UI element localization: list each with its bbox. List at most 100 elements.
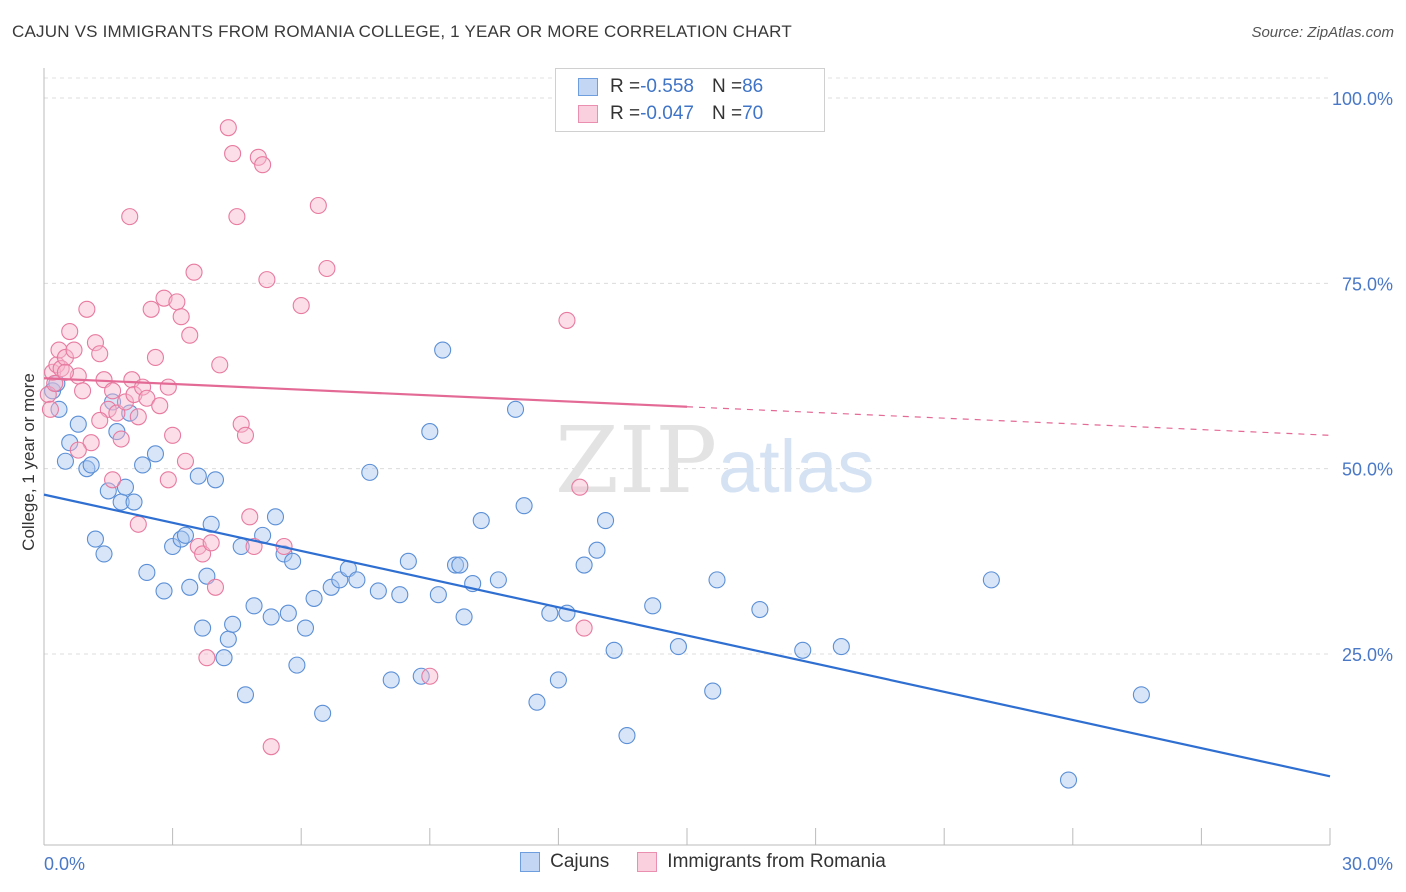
data-point-cajuns bbox=[134, 456, 152, 474]
grid-lines bbox=[44, 77, 1330, 655]
legend-swatch-cajuns bbox=[578, 78, 598, 96]
data-point-romania bbox=[121, 208, 139, 226]
data-point-romania bbox=[138, 389, 156, 407]
y-tick-label: 100.0% bbox=[1332, 89, 1393, 109]
data-point-cajuns bbox=[194, 619, 212, 637]
legend-n-label: N = bbox=[711, 103, 743, 124]
data-point-romania bbox=[575, 619, 593, 637]
data-point-cajuns bbox=[451, 556, 469, 574]
data-point-romania bbox=[159, 378, 177, 396]
data-point-cajuns bbox=[382, 671, 400, 689]
data-point-romania bbox=[254, 156, 272, 174]
data-point-romania bbox=[318, 259, 336, 278]
data-point-cajuns bbox=[82, 456, 100, 474]
data-point-cajuns bbox=[164, 537, 182, 556]
data-point-cajuns bbox=[245, 597, 263, 615]
data-point-cajuns bbox=[421, 423, 439, 441]
data-point-romania bbox=[172, 308, 190, 326]
y-tick-label: 25.0% bbox=[1342, 645, 1393, 665]
data-point-romania bbox=[74, 382, 92, 400]
data-point-romania bbox=[558, 311, 576, 329]
data-point-romania bbox=[65, 341, 83, 359]
data-point-romania bbox=[176, 452, 195, 470]
data-point-romania bbox=[125, 385, 143, 404]
legend-item-romania[interactable]: Immigrants from Romania bbox=[637, 851, 886, 873]
x-tick-label: 0.0% bbox=[44, 854, 85, 874]
data-point-cajuns bbox=[99, 482, 117, 500]
x-tick-label: 30.0% bbox=[1342, 854, 1393, 874]
data-point-cajuns bbox=[549, 671, 567, 689]
data-point-cajuns bbox=[446, 556, 465, 574]
data-point-romania bbox=[78, 300, 96, 318]
data-point-cajuns bbox=[669, 638, 687, 656]
data-point-romania bbox=[82, 434, 100, 452]
data-point-cajuns bbox=[1132, 686, 1150, 704]
data-point-cajuns bbox=[61, 434, 79, 452]
source-label: Source: ZipAtlas.com bbox=[1251, 24, 1394, 41]
legend-label-romania: Immigrants from Romania bbox=[667, 851, 886, 872]
data-point-cajuns bbox=[794, 641, 812, 659]
data-point-cajuns bbox=[279, 604, 297, 622]
data-point-romania bbox=[168, 293, 186, 311]
data-point-cajuns bbox=[50, 400, 68, 418]
data-point-romania bbox=[571, 478, 589, 496]
data-point-cajuns bbox=[146, 445, 165, 463]
data-point-cajuns bbox=[361, 463, 379, 481]
data-point-romania bbox=[142, 300, 160, 318]
data-point-cajuns bbox=[215, 649, 233, 667]
data-point-romania bbox=[104, 471, 122, 489]
data-point-cajuns bbox=[708, 571, 726, 589]
data-point-cajuns bbox=[219, 630, 237, 648]
data-point-cajuns bbox=[575, 556, 593, 574]
data-point-romania bbox=[129, 408, 147, 426]
data-point-cajuns bbox=[399, 552, 417, 570]
data-point-cajuns bbox=[288, 656, 306, 674]
data-point-romania bbox=[41, 400, 59, 418]
legend-swatch-romania bbox=[578, 105, 598, 123]
data-point-cajuns bbox=[275, 545, 293, 563]
data-point-romania bbox=[241, 508, 259, 526]
data-point-cajuns bbox=[391, 586, 409, 604]
data-point-cajuns bbox=[176, 526, 195, 544]
data-point-cajuns bbox=[644, 597, 662, 615]
y-tick-label: 50.0% bbox=[1342, 460, 1393, 480]
data-point-romania bbox=[112, 430, 130, 448]
data-point-cajuns bbox=[982, 571, 1000, 589]
data-point-cajuns bbox=[181, 578, 199, 596]
data-point-cajuns bbox=[305, 589, 323, 607]
data-point-romania bbox=[309, 196, 327, 215]
data-point-romania bbox=[421, 667, 439, 685]
legend-n-value: 70 bbox=[742, 103, 764, 124]
data-point-romania bbox=[258, 271, 276, 289]
data-point-romania bbox=[56, 348, 74, 367]
data-point-cajuns bbox=[429, 586, 447, 604]
data-point-romania bbox=[262, 738, 280, 756]
data-point-cajuns bbox=[314, 704, 332, 722]
legend-n-label: N = bbox=[711, 76, 743, 97]
data-point-romania bbox=[219, 119, 237, 137]
trend-line-romania bbox=[43, 377, 688, 408]
data-point-romania bbox=[232, 415, 250, 433]
data-point-cajuns bbox=[266, 508, 285, 526]
data-point-cajuns bbox=[751, 600, 769, 619]
data-point-cajuns bbox=[155, 582, 173, 600]
data-point-romania bbox=[202, 534, 220, 552]
data-point-cajuns bbox=[56, 452, 74, 470]
tick-labels: 25.0% 50.0% 75.0% 100.0% 0.0% 30.0% bbox=[44, 89, 1393, 874]
data-point-romania bbox=[56, 363, 74, 381]
data-point-cajuns bbox=[618, 726, 636, 745]
data-point-cajuns bbox=[296, 619, 315, 637]
data-point-cajuns bbox=[121, 404, 139, 422]
data-point-cajuns bbox=[704, 682, 722, 700]
data-point-romania bbox=[292, 297, 310, 315]
data-point-romania bbox=[206, 578, 225, 596]
data-point-romania bbox=[224, 145, 242, 163]
data-point-romania bbox=[236, 426, 255, 444]
data-point-cajuns bbox=[1059, 771, 1078, 789]
legend-item-cajuns[interactable]: Cajuns bbox=[520, 851, 609, 873]
data-point-cajuns bbox=[322, 578, 340, 596]
legend-row-romania: R = -0.047 N = 70 bbox=[578, 102, 763, 126]
series-legend: Cajuns Immigrants from Romania bbox=[0, 851, 1406, 873]
data-point-cajuns bbox=[116, 478, 134, 496]
data-point-cajuns bbox=[69, 415, 87, 433]
